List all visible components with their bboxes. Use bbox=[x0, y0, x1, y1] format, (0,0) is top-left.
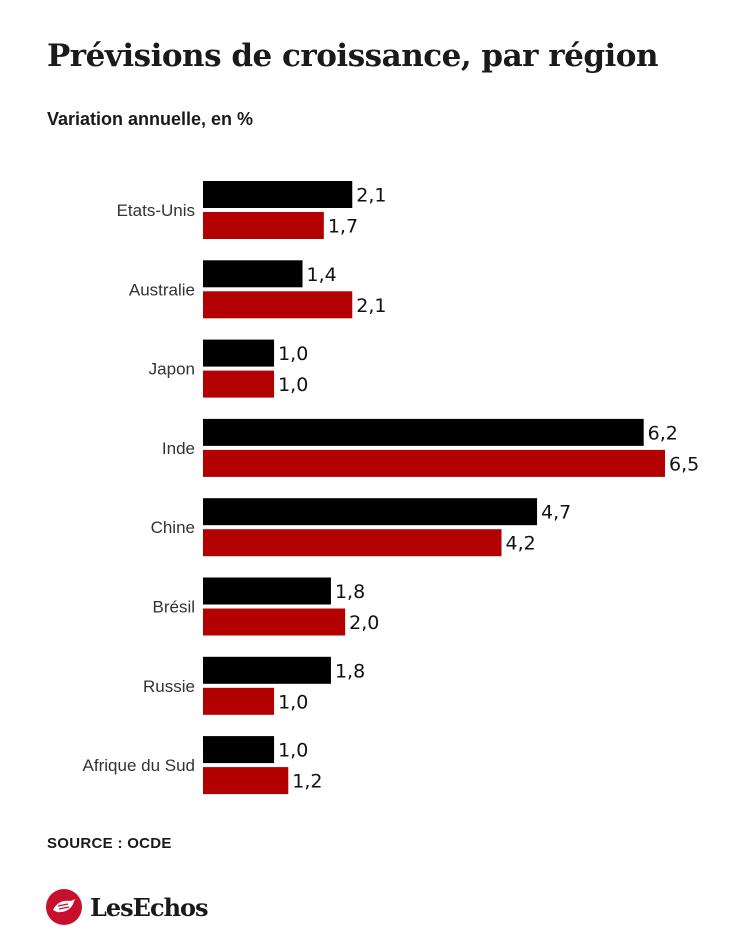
bar bbox=[203, 656, 331, 684]
bar bbox=[203, 608, 346, 636]
bar bbox=[203, 529, 502, 557]
value-label: 1,8 bbox=[335, 581, 365, 603]
bar bbox=[203, 339, 275, 367]
category-label: Chine bbox=[151, 518, 195, 537]
bar-chart: Etats-Unis 2,1 1,7 Australie 1,4 2,1 Japon 1,0 1… bbox=[83, 181, 699, 795]
value-label: 1,0 bbox=[278, 343, 308, 365]
category-label: Etats-Unis bbox=[117, 201, 195, 220]
category-label: Japon bbox=[149, 360, 195, 379]
value-label: 2,0 bbox=[349, 612, 379, 634]
bar bbox=[203, 736, 275, 764]
value-label: 6,2 bbox=[648, 422, 678, 444]
bar bbox=[203, 449, 665, 477]
bar bbox=[203, 291, 353, 319]
value-label: 4,7 bbox=[541, 502, 571, 524]
category-label: Brésil bbox=[152, 598, 195, 617]
bar bbox=[203, 418, 644, 446]
bar bbox=[203, 181, 353, 208]
category-label: Russie bbox=[143, 677, 195, 696]
chart-subtitle: Variation annuelle, en % bbox=[47, 109, 254, 129]
bar bbox=[203, 767, 289, 795]
les-echos-logo: LesEchos bbox=[46, 889, 209, 925]
bar bbox=[203, 577, 331, 605]
value-label: 1,2 bbox=[292, 771, 322, 793]
les-echos-logo-text: LesEchos bbox=[90, 892, 209, 922]
les-echos-logo-icon bbox=[46, 889, 82, 925]
value-label: 1,0 bbox=[278, 691, 308, 713]
source-note: SOURCE : OCDE bbox=[47, 835, 172, 852]
value-label: 1,7 bbox=[328, 216, 358, 238]
value-label: 4,2 bbox=[506, 533, 536, 555]
value-label: 2,1 bbox=[356, 295, 386, 317]
value-label: 1,0 bbox=[278, 740, 308, 762]
bar bbox=[203, 370, 275, 398]
value-label: 2,1 bbox=[356, 185, 386, 207]
category-label: Australie bbox=[129, 280, 195, 299]
bar bbox=[203, 498, 538, 526]
value-label: 1,4 bbox=[307, 264, 337, 286]
chart-title: Prévisions de croissance, par région bbox=[47, 38, 659, 74]
category-label: Afrique du Sud bbox=[83, 756, 195, 775]
value-label: 1,8 bbox=[335, 660, 365, 682]
value-label: 1,0 bbox=[278, 374, 308, 396]
value-label: 6,5 bbox=[669, 453, 699, 475]
bar bbox=[203, 260, 303, 288]
bar bbox=[203, 212, 324, 239]
bar bbox=[203, 687, 275, 715]
category-label: Inde bbox=[162, 439, 195, 458]
